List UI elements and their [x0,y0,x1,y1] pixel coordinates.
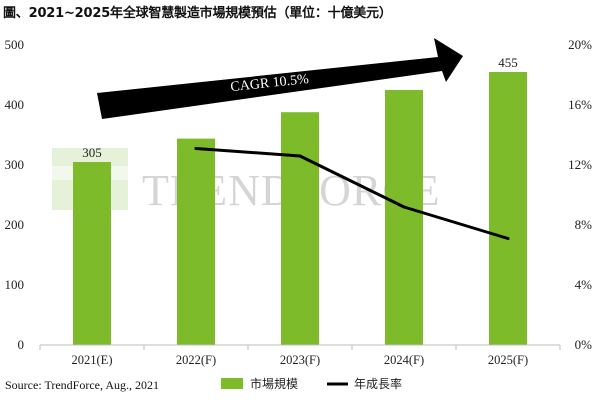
x-tick-label: 2024(F) [384,353,424,367]
data-labels: 305 455 [82,55,518,160]
x-tick-label: 2023(F) [280,353,320,367]
data-label-2021(E): 305 [82,145,102,160]
line-point-2025(F) [506,237,510,240]
chart-title: 圖、2021~2025年全球智慧製造市場規模預估（單位：十億美元） [3,6,392,21]
line-series [194,147,510,240]
y-left-tick-label: 400 [5,97,25,112]
source-note: Source: TrendForce, Aug., 2021 [5,378,159,392]
x-tick-label: 2021(E) [72,353,113,367]
line-growth-rate [194,147,510,240]
bar-2025(F) [489,72,527,345]
y-right-tick-label: 8% [575,217,593,232]
y-left-tick-label: 200 [5,217,25,232]
bar-2024(F) [385,90,423,345]
legend-label-bar: 市場規模 [250,376,298,391]
y-right-tick-label: 12% [568,157,592,172]
y-right-tick-label: 20% [568,37,592,52]
data-label-2025(F): 455 [498,55,518,70]
y-left-tick-label: 0 [18,337,25,352]
legend-label-line: 年成長率 [354,376,402,391]
y-left-tick-label: 300 [5,157,25,172]
line-point-2023(F) [298,154,302,158]
cagr-arrow-shape [97,38,463,119]
x-tick-label: 2022(F) [176,353,216,367]
y-right-tick-label: 0% [575,337,593,352]
y-right-tick-label: 16% [568,97,592,112]
line-point-2024(F) [402,205,406,209]
legend-swatch-bar [221,378,243,389]
line-point-2022(F) [194,147,198,150]
y-left-tick-label: 500 [5,37,25,52]
cagr-arrow: CAGR 10.5% [97,38,463,119]
bar-2022(F) [177,138,215,345]
y-left-tick-label: 100 [5,277,25,292]
x-tick-label: 2025(F) [488,353,528,367]
y-right-tick-label: 4% [575,277,593,292]
axes: 0 100 200 300 400 500 0% 4% 8% 12% 16% 20% 2021(E) 20… [5,37,593,367]
bar-2021(E) [73,162,111,345]
legend: 市場規模 年成長率 [221,376,402,391]
bar-2023(F) [281,112,319,345]
bar-series [73,72,527,345]
